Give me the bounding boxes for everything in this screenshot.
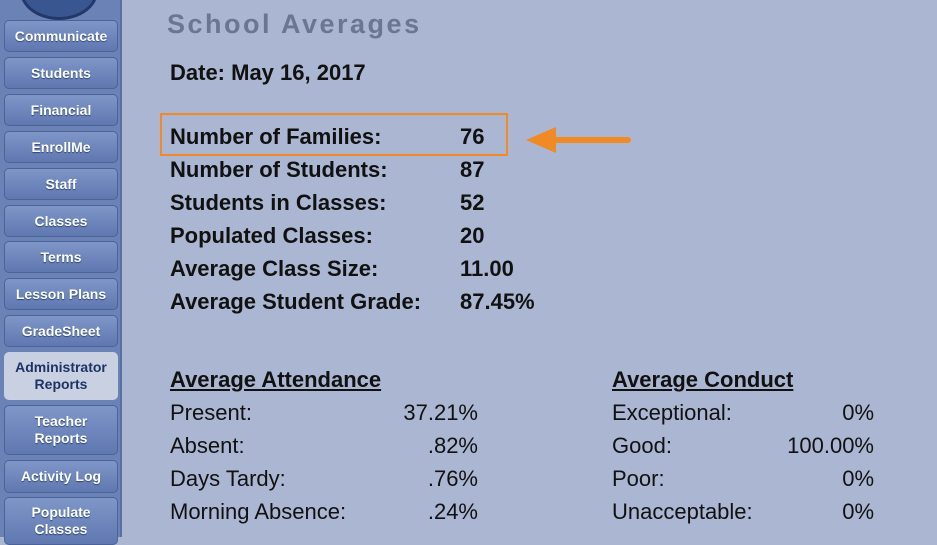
nav-label: Students	[31, 64, 91, 81]
nav-label: Staff	[45, 175, 77, 192]
nav-label-line2: Classes	[34, 521, 88, 537]
nav-students[interactable]: Students	[4, 57, 118, 89]
attendance-label: Present:	[170, 400, 252, 425]
attendance-label: Morning Absence:	[170, 499, 347, 524]
nav-communicate[interactable]: Communicate	[4, 20, 118, 52]
nav-lesson-plans[interactable]: Lesson Plans	[4, 278, 118, 310]
attendance-value: .82%	[427, 433, 478, 458]
nav-activity-log[interactable]: Activity Log	[4, 460, 118, 493]
nav-gradesheet[interactable]: GradeSheet	[4, 315, 118, 347]
attendance-value: 37.21%	[403, 400, 478, 425]
conduct-label: Unacceptable:	[612, 499, 753, 524]
stat-label: Average Class Size:	[170, 256, 379, 281]
stat-label: Populated Classes:	[170, 223, 373, 248]
nav-label-line1: Teacher	[34, 413, 88, 429]
conduct-row: Poor: 0%	[612, 466, 874, 496]
nav-enrollme[interactable]: EnrollMe	[4, 131, 118, 163]
nav-staff[interactable]: Staff	[4, 168, 118, 200]
conduct-label: Exceptional:	[612, 400, 732, 425]
nav-label: GradeSheet	[21, 322, 101, 339]
sidebar: Communicate Students Financial EnrollMe …	[0, 0, 122, 545]
nav-label: Classes	[34, 212, 88, 229]
stat-label: Average Student Grade:	[170, 289, 422, 314]
nav-label: Communicate	[14, 27, 108, 44]
conduct-row: Unacceptable: 0%	[612, 499, 874, 529]
nav-label: Activity Log	[20, 468, 102, 484]
page-title: School Averages	[167, 9, 422, 39]
conduct-value: 0%	[842, 499, 874, 524]
stat-value: 87	[460, 157, 485, 182]
stat-value: 76	[460, 124, 485, 149]
nav-label: Financial	[30, 101, 92, 118]
nav-populate-classes[interactable]: Populate Classes	[4, 497, 118, 545]
conduct-label: Good:	[612, 433, 672, 458]
main-content: School Averages Date: May 16, 2017 Numbe…	[122, 0, 937, 537]
conduct-value: 0%	[842, 466, 874, 491]
attendance-heading: Average Attendance	[170, 367, 382, 392]
nav-administrator-reports[interactable]: Administrator Reports	[4, 352, 118, 400]
conduct-row: Exceptional: 0%	[612, 400, 874, 430]
stat-label: Number of Students:	[170, 157, 388, 182]
nav-label: Terms	[40, 248, 82, 265]
attendance-row: Morning Absence: .24%	[170, 499, 478, 529]
attendance-value: .24%	[427, 499, 478, 524]
logo	[20, 0, 98, 20]
nav-terms[interactable]: Terms	[4, 241, 118, 273]
stat-value: 52	[460, 190, 485, 215]
nav-label-line1: Administrator	[15, 359, 107, 375]
stat-value: 87.45%	[460, 289, 535, 314]
conduct-value: 100.00%	[787, 433, 874, 458]
attendance-row: Present: 37.21%	[170, 400, 478, 430]
nav-teacher-reports[interactable]: Teacher Reports	[4, 405, 118, 455]
report-date: Date: May 16, 2017	[170, 60, 366, 85]
nav-label: Lesson Plans	[15, 285, 107, 302]
attendance-row: Absent: .82%	[170, 433, 478, 463]
attendance-label: Days Tardy:	[170, 466, 286, 491]
nav-financial[interactable]: Financial	[4, 94, 118, 126]
nav-label-line2: Reports	[34, 376, 88, 392]
nav-classes[interactable]: Classes	[4, 205, 118, 237]
attendance-row: Days Tardy: .76%	[170, 466, 478, 496]
conduct-label: Poor:	[612, 466, 665, 491]
nav-label-line2: Reports	[34, 430, 88, 446]
conduct-heading: Average Conduct	[612, 367, 794, 392]
highlight-box	[160, 113, 508, 156]
stat-value: 20	[460, 223, 485, 248]
stat-label: Number of Families:	[170, 124, 382, 149]
attendance-value: .76%	[427, 466, 478, 491]
nav-label: EnrollMe	[31, 138, 91, 155]
attendance-label: Absent:	[170, 433, 245, 458]
stat-label: Students in Classes:	[170, 190, 387, 215]
conduct-value: 0%	[842, 400, 874, 425]
nav-label-line1: Populate	[31, 504, 91, 520]
stat-value: 11.00	[460, 256, 514, 281]
arrow-left-icon	[526, 127, 631, 153]
conduct-row: Good: 100.00%	[612, 433, 874, 463]
